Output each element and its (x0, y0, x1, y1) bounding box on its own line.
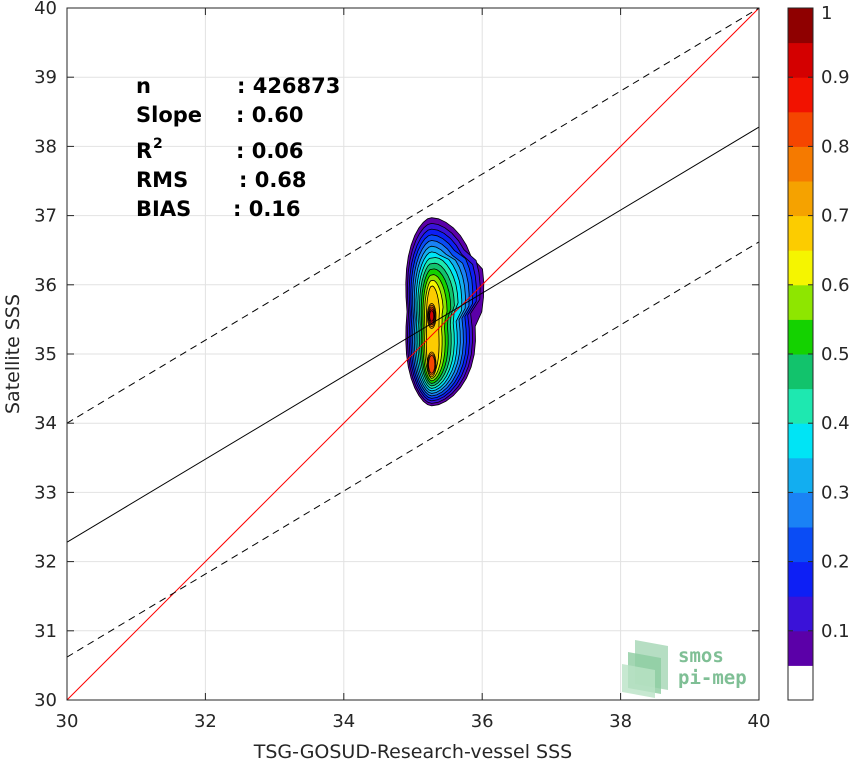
regression-line (67, 126, 759, 543)
colorbar-segment (788, 215, 813, 251)
y-tick-label: 33 (34, 482, 57, 503)
colorbar-segment (788, 354, 813, 390)
colorbar-segment (788, 181, 813, 217)
y-tick-label: 40 (34, 0, 57, 19)
stat-label: n (136, 74, 151, 98)
stat-label: RMS (136, 168, 188, 192)
x-tick-label: 38 (609, 711, 632, 732)
x-tick-label: 34 (332, 711, 355, 732)
colorbar-tick-label: 0.6 (821, 275, 850, 296)
colorbar-segment (788, 284, 813, 320)
colorbar-tick-label: 0.8 (821, 136, 850, 157)
colorbar-tick-label: 0.1 (821, 621, 850, 642)
y-tick-label: 35 (34, 344, 57, 365)
colorbar-tick-label: 0.4 (821, 413, 850, 434)
x-tick-label: 30 (56, 711, 79, 732)
colorbar-segment (788, 561, 813, 597)
stat-label: R (136, 139, 152, 163)
stat-label: BIAS (136, 197, 191, 221)
stat-value: : 0.16 (233, 197, 301, 221)
stat-value: : 0.06 (236, 139, 304, 163)
colorbar-tick-label: 0.5 (821, 344, 850, 365)
colorbar-segment (788, 665, 813, 701)
y-tick-label: 39 (34, 67, 57, 88)
y-tick-label: 34 (34, 413, 57, 434)
colorbar-segment (788, 457, 813, 493)
regression-minus-offset-line (67, 241, 759, 658)
colorbar-segment (788, 111, 813, 147)
colorbar-segment (788, 423, 813, 459)
smos-pimep-logo: smos pi-mep (622, 640, 747, 698)
colorbar-segment (788, 596, 813, 632)
logo-line-1: smos (678, 645, 724, 667)
logo-mark-icon (622, 640, 668, 698)
colorbar-tick-label: 1 (821, 3, 832, 24)
y-tick-label: 32 (34, 552, 57, 573)
colorbar-segment (788, 8, 813, 44)
stat-label-superscript: 2 (153, 136, 163, 152)
colorbar-segment (788, 42, 813, 78)
y-tick-label: 31 (34, 621, 57, 642)
colorbar: 0.1 0.2 0.3 0.4 0.5 0.6 0.7 0.8 0.9 1 (787, 3, 850, 701)
colorbar-tick-label: 0.2 (821, 552, 850, 573)
stat-value: : 0.60 (236, 103, 304, 127)
colorbar-segment (788, 250, 813, 286)
stats-annotation: n : 426873 Slope : 0.60 R 2 : 0.06 RMS : 0.68 BIA… (136, 74, 340, 221)
reference-lines (67, 8, 759, 700)
density-peak (429, 310, 435, 322)
colorbar-tick-label: 0.7 (821, 206, 850, 227)
colorbar-segment (788, 630, 813, 666)
y-axis-label: Satellite SSS (2, 294, 24, 414)
logo-line-2: pi-mep (678, 667, 747, 689)
stat-value: : 426873 (237, 74, 340, 98)
colorbar-segment (788, 492, 813, 528)
colorbar-segment (788, 77, 813, 113)
stat-value: : 0.68 (239, 168, 307, 192)
plot-area: 30 32 34 36 38 40 30 31 32 33 34 35 36 37 38 39 40 (34, 0, 770, 732)
y-tick-label: 37 (34, 206, 57, 227)
x-tick-label: 36 (471, 711, 494, 732)
stat-label: Slope (136, 103, 202, 127)
x-axis-ticks: 30 32 34 36 38 40 (56, 8, 771, 732)
colorbar-tick-label: 0.3 (821, 482, 850, 503)
one-to-one-line (67, 8, 759, 700)
y-tick-label: 30 (34, 690, 57, 711)
regression-plus-offset-line (67, 8, 759, 424)
x-axis-label: TSG-GOSUD-Research-vessel SSS (253, 741, 573, 763)
x-tick-label: 32 (194, 711, 217, 732)
x-tick-label: 40 (748, 711, 771, 732)
colorbar-segment (788, 319, 813, 355)
y-tick-label: 36 (34, 275, 57, 296)
colorbar-segment (788, 388, 813, 424)
density-peak (428, 355, 436, 374)
y-tick-label: 38 (34, 136, 57, 157)
y-axis-ticks: 30 31 32 33 34 35 36 37 38 39 40 (34, 0, 759, 711)
density-contours (405, 217, 485, 407)
colorbar-tick-label: 0.9 (821, 67, 850, 88)
colorbar-segment (788, 146, 813, 182)
colorbar-segment (788, 527, 813, 563)
